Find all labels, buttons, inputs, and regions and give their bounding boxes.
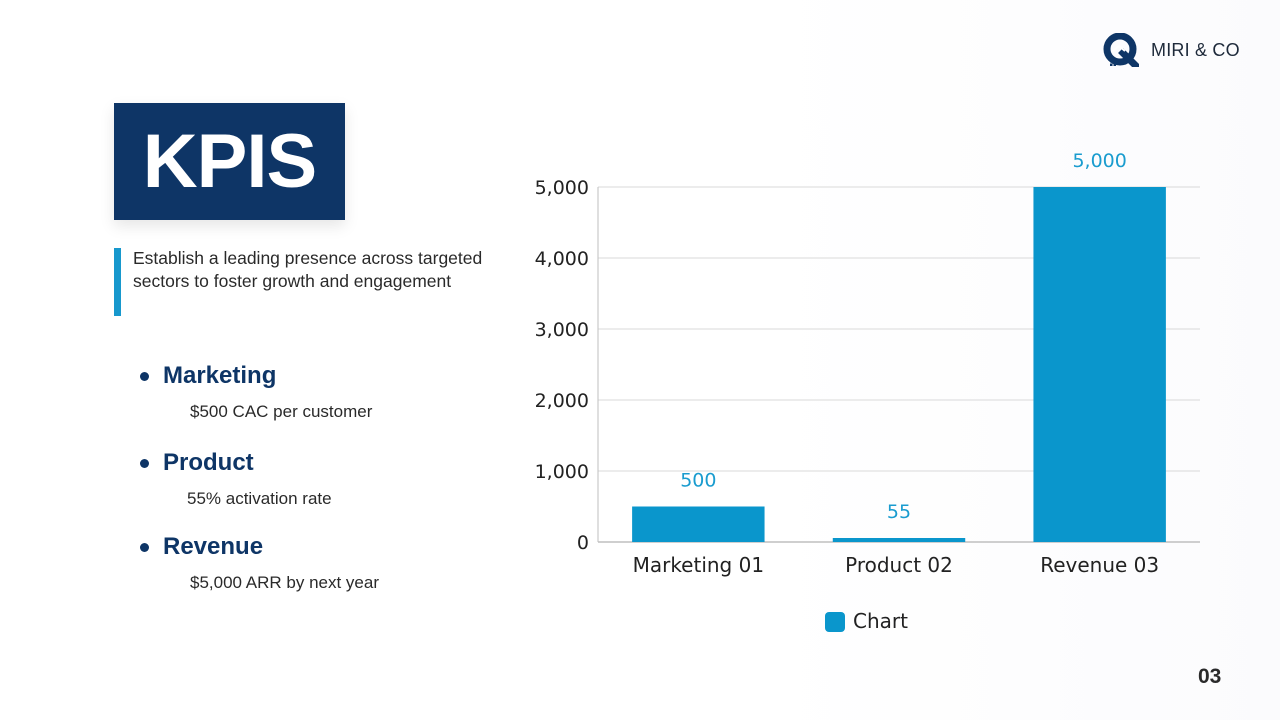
legend-label: Chart	[853, 609, 908, 633]
y-tick-label: 4,000	[535, 248, 589, 270]
y-tick-label: 2,000	[535, 390, 589, 412]
bullet-icon	[140, 458, 149, 468]
bar	[832, 538, 966, 542]
page-number: 03	[1198, 665, 1222, 688]
kpi-desc: $500 CAC per customer	[190, 402, 373, 421]
brand-name: MIRI & CO	[1151, 39, 1240, 60]
subtitle-accent-bar	[114, 248, 121, 316]
kpi-desc: $5,000 ARR by next year	[190, 573, 380, 592]
kpi-marketing: Marketing $500 CAC per customer	[140, 362, 372, 422]
bar	[1033, 187, 1166, 542]
kpi-title: Revenue	[163, 533, 264, 560]
data-label: 5,000	[1072, 150, 1126, 172]
title-box: KPIS	[114, 103, 345, 220]
data-label: 55	[887, 501, 911, 523]
y-tick-label: 1,000	[535, 461, 589, 483]
data-label: 500	[680, 470, 716, 492]
kpi-title: Marketing	[163, 362, 277, 389]
logo-icon	[1103, 33, 1139, 67]
bullet-icon	[140, 371, 149, 381]
subtitle: Establish a leading presence across targ…	[133, 248, 483, 291]
bullet-icon	[140, 542, 149, 552]
brand: MIRI & CO	[1103, 33, 1240, 67]
kpi-product: Product 55% activation rate	[140, 449, 332, 509]
legend-swatch	[825, 612, 845, 632]
y-tick-label: 3,000	[535, 319, 589, 341]
x-tick-label: Marketing 01	[633, 553, 764, 577]
kpi-desc: 55% activation rate	[187, 489, 332, 508]
y-tick-label: 5,000	[535, 177, 589, 199]
kpi-title: Product	[163, 449, 254, 476]
y-tick-label: 0	[577, 532, 589, 554]
x-tick-label: Revenue 03	[1040, 553, 1159, 577]
page-title: KPIS	[142, 119, 317, 204]
bar	[632, 506, 765, 542]
x-tick-label: Product 02	[845, 553, 953, 577]
kpi-revenue: Revenue $5,000 ARR by next year	[140, 533, 379, 593]
